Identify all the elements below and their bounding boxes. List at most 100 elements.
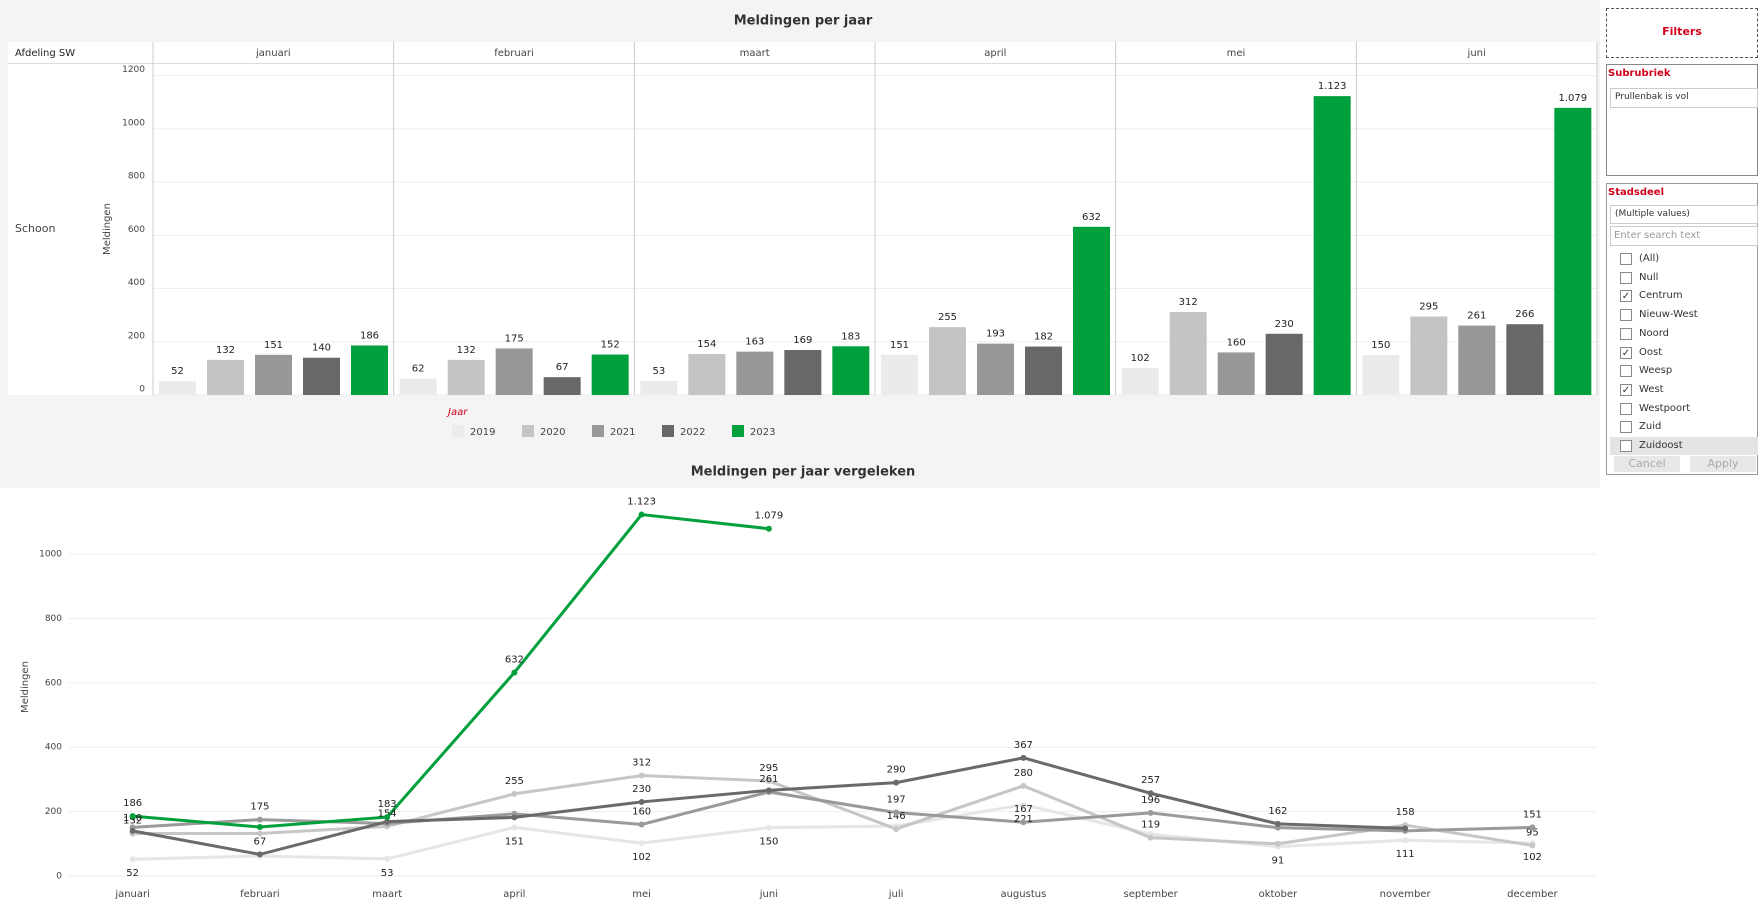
checkbox[interactable] xyxy=(1620,253,1632,265)
point xyxy=(765,824,772,831)
point xyxy=(893,809,900,816)
point xyxy=(1274,840,1281,847)
data-label: 182 xyxy=(1034,332,1053,343)
checkbox[interactable] xyxy=(1620,421,1632,434)
item-label: Zuid xyxy=(1639,421,1662,433)
checkbox[interactable] xyxy=(1620,440,1632,452)
row-highlight xyxy=(1610,437,1758,455)
data-label: 230 xyxy=(1275,319,1294,330)
dropdown[interactable]: Prullenbak is vol xyxy=(1610,88,1758,108)
data-label: 290 xyxy=(887,765,906,776)
y-axis-label: Meldingen xyxy=(102,203,113,255)
data-label: 132 xyxy=(216,345,235,356)
chart-title: Meldingen per jaar xyxy=(734,14,873,29)
checkbox[interactable]: ✓ xyxy=(1620,290,1632,303)
bar xyxy=(591,354,629,395)
data-label: 1.079 xyxy=(755,511,784,522)
data-label: 52 xyxy=(171,366,184,377)
button[interactable]: Cancel xyxy=(1614,456,1680,472)
data-label: 102 xyxy=(1523,852,1542,863)
legend-swatch xyxy=(522,425,534,437)
legend-title: Jaar xyxy=(446,407,468,418)
button[interactable]: Apply xyxy=(1690,456,1756,472)
group-box xyxy=(1606,64,1758,176)
data-label: 53 xyxy=(652,366,665,377)
point xyxy=(1529,824,1536,831)
point xyxy=(893,779,900,786)
checkbox[interactable]: ✓ xyxy=(1620,383,1632,396)
x-tick-label: augustus xyxy=(1000,889,1046,900)
point xyxy=(511,790,518,797)
data-label: 175 xyxy=(250,802,269,813)
bar xyxy=(399,378,437,395)
legend-swatch xyxy=(662,425,674,437)
item-label: Zuidoost xyxy=(1639,440,1683,451)
bar xyxy=(255,354,292,395)
checkbox[interactable] xyxy=(1620,402,1632,415)
group-title: Stadsdeel xyxy=(1608,187,1664,198)
bar xyxy=(303,357,340,395)
x-tick-label: juni xyxy=(759,889,778,900)
data-label: 255 xyxy=(505,776,524,787)
bar xyxy=(207,359,244,395)
checkbox[interactable] xyxy=(1620,365,1632,378)
data-label: 196 xyxy=(1141,795,1160,806)
checkbox[interactable] xyxy=(1620,327,1632,340)
data-label: 52 xyxy=(126,868,139,879)
data-label: 266 xyxy=(1515,309,1534,320)
item-label: Centrum xyxy=(1639,290,1683,302)
checkbox[interactable]: ✓ xyxy=(1620,346,1632,359)
y-tick-label: 400 xyxy=(45,743,62,753)
data-label: 146 xyxy=(887,811,906,822)
data-label: 102 xyxy=(632,852,651,863)
point xyxy=(638,840,645,847)
data-label: 312 xyxy=(632,758,651,769)
legend-swatch xyxy=(452,425,464,437)
data-label: 186 xyxy=(360,331,379,342)
point xyxy=(1020,754,1027,761)
column-header: januari xyxy=(255,48,291,59)
data-label: 140 xyxy=(312,343,331,354)
bar xyxy=(640,380,678,395)
data-label: 154 xyxy=(378,808,397,819)
header-band xyxy=(8,42,1597,63)
item-label: Noord xyxy=(1639,327,1669,339)
bar xyxy=(1169,311,1207,395)
x-tick-label: december xyxy=(1507,889,1558,900)
bar xyxy=(1458,325,1496,395)
point xyxy=(256,816,263,823)
bar xyxy=(1025,346,1062,395)
bar xyxy=(929,327,966,395)
point xyxy=(1274,820,1281,827)
checkbox[interactable] xyxy=(1620,309,1632,322)
data-label: 163 xyxy=(745,337,764,348)
dropdown[interactable]: (Multiple values) xyxy=(1610,205,1758,224)
y-tick-label: 200 xyxy=(45,807,62,817)
y-tick-label: 600 xyxy=(45,678,62,688)
dashboard: Meldingen per jaar Afdeling SW Schoon Meldi… xyxy=(0,0,1600,900)
data-label: 152 xyxy=(601,340,620,351)
data-label: 169 xyxy=(793,335,812,346)
chart-title: Meldingen per jaar vergeleken xyxy=(691,465,916,480)
legend-swatch xyxy=(732,425,744,437)
x-tick-label: september xyxy=(1124,889,1179,900)
column-header: mei xyxy=(1227,48,1246,59)
data-label: 91 xyxy=(1272,856,1285,867)
checkbox[interactable] xyxy=(1620,271,1632,284)
legend-label: 2020 xyxy=(540,427,565,438)
point xyxy=(765,787,772,794)
data-label: 132 xyxy=(457,345,476,356)
search-box[interactable]: Enter search text xyxy=(1610,226,1758,246)
bar xyxy=(1362,355,1400,395)
series-line xyxy=(132,790,1533,833)
row-label: Schoon xyxy=(15,222,55,235)
column-header: februari xyxy=(494,48,534,59)
bar xyxy=(1506,324,1544,395)
bar xyxy=(736,351,774,395)
data-label: 1.123 xyxy=(1318,81,1347,92)
point xyxy=(1147,809,1154,816)
data-label: 53 xyxy=(381,868,394,879)
legend-swatch xyxy=(592,425,604,437)
data-label: 151 xyxy=(505,836,524,847)
data-label: 132 xyxy=(123,815,142,826)
